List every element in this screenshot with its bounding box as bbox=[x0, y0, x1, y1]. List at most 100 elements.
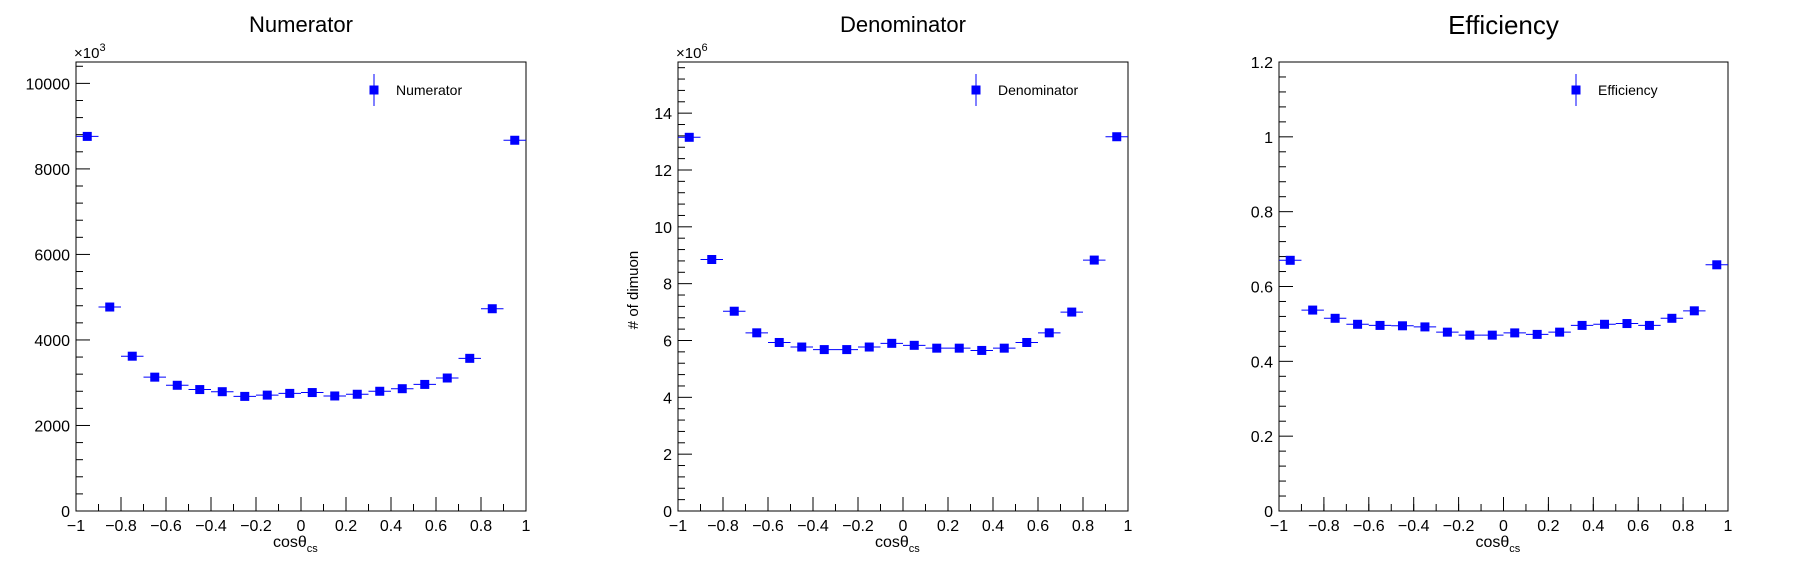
efficiency-x-tick-label: −0.4 bbox=[1398, 518, 1430, 535]
denominator-data-point bbox=[1044, 328, 1054, 338]
numerator-exponent-power: 3 bbox=[99, 42, 105, 54]
efficiency-x-tick-label: −1 bbox=[1270, 518, 1288, 535]
denominator-x-axis-label-main: cosθ bbox=[875, 534, 909, 551]
numerator-data-point bbox=[150, 372, 160, 382]
denominator-data-point bbox=[1089, 255, 1099, 265]
efficiency-x-tick-label: −0.6 bbox=[1353, 518, 1385, 535]
numerator-x-tick-label: −0.2 bbox=[240, 518, 272, 535]
efficiency-data-point bbox=[1308, 305, 1318, 315]
efficiency-x-tick-label: 0.8 bbox=[1672, 518, 1694, 535]
efficiency-data-point bbox=[1555, 327, 1565, 337]
numerator-x-tick-label: 0.4 bbox=[380, 518, 402, 535]
numerator-axis-exponent: ×103 bbox=[74, 42, 106, 62]
denominator-plot-frame bbox=[677, 61, 1129, 512]
denominator-x-tick-label: −0.8 bbox=[707, 518, 739, 535]
denominator-data-point bbox=[864, 342, 874, 352]
numerator-data-point bbox=[82, 131, 92, 141]
denominator-legend-label: Denominator bbox=[998, 82, 1078, 98]
efficiency-data-point bbox=[1285, 255, 1295, 265]
efficiency-data-point bbox=[1712, 260, 1722, 270]
denominator-data-point bbox=[909, 340, 919, 350]
efficiency-data-point bbox=[1689, 306, 1699, 316]
denominator-x-tick-label: 0.4 bbox=[982, 518, 1004, 535]
numerator-x-tick-label: 1 bbox=[522, 518, 531, 535]
denominator-data-point bbox=[729, 306, 739, 316]
numerator-y-tick-label: 10000 bbox=[26, 76, 71, 93]
numerator-data-point bbox=[487, 304, 497, 314]
efficiency-y-tick-label: 1 bbox=[1264, 130, 1273, 147]
denominator-data-point bbox=[954, 343, 964, 353]
numerator-data-point bbox=[172, 380, 182, 390]
denominator-y-tick-label: 4 bbox=[663, 390, 672, 407]
efficiency-data-point bbox=[1667, 313, 1677, 323]
numerator-data-point bbox=[217, 387, 227, 397]
efficiency-y-tick-label: 0.6 bbox=[1251, 280, 1273, 297]
efficiency-x-axis-label-main: cosθ bbox=[1476, 534, 1510, 551]
denominator-y-tick-label: 8 bbox=[663, 277, 672, 294]
efficiency-data-point bbox=[1465, 330, 1475, 340]
denominator-x-tick-label: 0.2 bbox=[937, 518, 959, 535]
efficiency-data-point bbox=[1532, 329, 1542, 339]
numerator-x-axis-label-sub: cs bbox=[307, 543, 319, 555]
numerator-exponent-base: ×10 bbox=[74, 45, 99, 62]
efficiency-panel: Efficiency −1 −0.8 −0.6 −0.4 −0.2 0 0.2 0.4 0.6 0.… bbox=[1251, 10, 1733, 555]
efficiency-data-point bbox=[1510, 328, 1520, 338]
efficiency-x-axis-label: cosθcs bbox=[1476, 534, 1521, 555]
efficiency-legend-label: Efficiency bbox=[1598, 82, 1658, 98]
denominator-y-tick-label: 6 bbox=[663, 333, 672, 350]
denominator-data-point bbox=[774, 337, 784, 347]
numerator-data-point bbox=[375, 386, 385, 396]
denominator-x-axis-label-sub: cs bbox=[909, 543, 921, 555]
efficiency-data-point bbox=[1600, 319, 1610, 329]
denominator-data-point bbox=[999, 343, 1009, 353]
denominator-y-axis-label: # of dimuon bbox=[625, 251, 642, 329]
numerator-data-point bbox=[465, 353, 475, 363]
denominator-exponent-base: ×10 bbox=[676, 45, 701, 62]
numerator-data-point bbox=[240, 391, 250, 401]
denominator-x-tick-label: −1 bbox=[669, 518, 687, 535]
numerator-panel: Numerator −1 −0.8 −0.6 −0.4 −0.2 0 0.2 0.4 0.6 0.8… bbox=[26, 12, 531, 555]
efficiency-x-tick-label: 0.2 bbox=[1537, 518, 1559, 535]
numerator-data-point bbox=[420, 379, 430, 389]
efficiency-y-tick-label: 0.8 bbox=[1251, 205, 1273, 222]
numerator-x-axis-label: cosθcs bbox=[273, 534, 318, 555]
denominator-y-tick-label: 14 bbox=[654, 106, 672, 123]
efficiency-data-point bbox=[1577, 320, 1587, 330]
denominator-x-tick-label: 0 bbox=[899, 518, 908, 535]
denominator-x-tick-label: 1 bbox=[1124, 518, 1133, 535]
denominator-title: Denominator bbox=[840, 12, 966, 37]
efficiency-plot-frame bbox=[1278, 61, 1729, 512]
numerator-data-point bbox=[307, 388, 317, 398]
denominator-exponent-power: 6 bbox=[701, 42, 707, 54]
efficiency-data-point bbox=[1353, 319, 1363, 329]
numerator-x-tick-label: −0.4 bbox=[195, 518, 227, 535]
numerator-x-tick-label: 0 bbox=[297, 518, 306, 535]
denominator-data-point bbox=[887, 338, 897, 348]
efficiency-data-point bbox=[1442, 327, 1452, 337]
numerator-x-tick-label: −0.6 bbox=[150, 518, 182, 535]
efficiency-data-point bbox=[1622, 319, 1632, 329]
numerator-y-tick-label: 6000 bbox=[34, 247, 70, 264]
denominator-y-tick-label: 12 bbox=[654, 163, 672, 180]
numerator-x-tick-label: −1 bbox=[67, 518, 85, 535]
numerator-data-point bbox=[195, 385, 205, 395]
efficiency-x-axis-label-sub: cs bbox=[1509, 543, 1521, 555]
efficiency-x-tick-label: 0.6 bbox=[1627, 518, 1649, 535]
denominator-data-point bbox=[797, 342, 807, 352]
efficiency-data-point bbox=[1397, 321, 1407, 331]
efficiency-y-tick-label: 0 bbox=[1264, 504, 1273, 521]
numerator-y-tick-label: 8000 bbox=[34, 162, 70, 179]
denominator-y-tick-label: 2 bbox=[663, 447, 672, 464]
numerator-data-point bbox=[262, 390, 272, 400]
denominator-data-point bbox=[1112, 132, 1122, 142]
denominator-data-point bbox=[684, 132, 694, 142]
efficiency-data-point bbox=[1330, 313, 1340, 323]
numerator-data-point bbox=[105, 302, 115, 312]
efficiency-data-point bbox=[1375, 320, 1385, 330]
denominator-x-axis-label: cosθcs bbox=[875, 534, 920, 555]
denominator-y-tick-label: 0 bbox=[663, 504, 672, 521]
denominator-y-tick-label: 10 bbox=[654, 220, 672, 237]
numerator-data-point bbox=[127, 351, 137, 361]
efficiency-data-point bbox=[1420, 322, 1430, 332]
numerator-y-tick-label: 2000 bbox=[34, 418, 70, 435]
